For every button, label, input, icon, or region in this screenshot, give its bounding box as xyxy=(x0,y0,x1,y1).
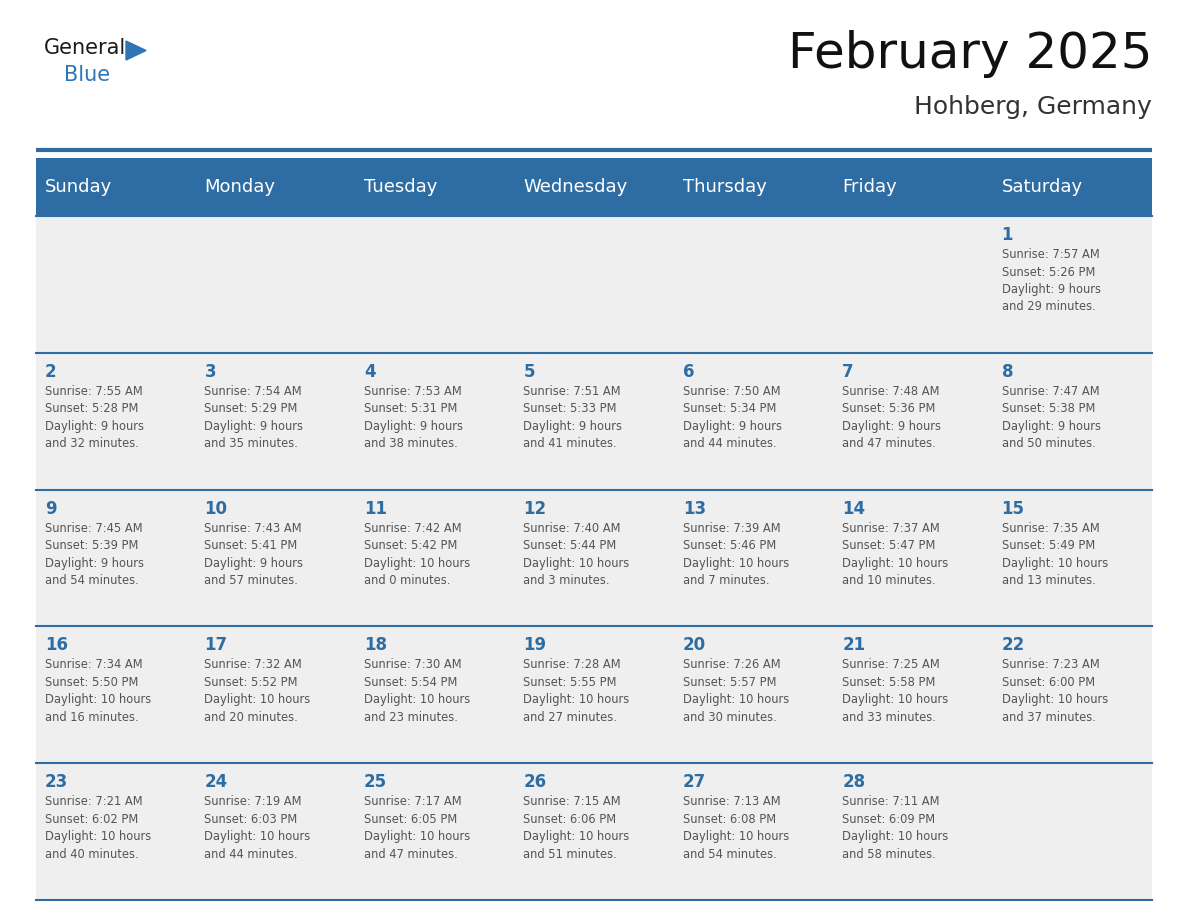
Text: Sunrise: 7:40 AM
Sunset: 5:44 PM
Daylight: 10 hours
and 3 minutes.: Sunrise: 7:40 AM Sunset: 5:44 PM Dayligh… xyxy=(523,521,630,588)
Text: 7: 7 xyxy=(842,363,854,381)
Text: 28: 28 xyxy=(842,773,865,791)
Text: 12: 12 xyxy=(523,499,546,518)
Text: Monday: Monday xyxy=(204,178,276,196)
Text: Sunrise: 7:23 AM
Sunset: 6:00 PM
Daylight: 10 hours
and 37 minutes.: Sunrise: 7:23 AM Sunset: 6:00 PM Dayligh… xyxy=(1001,658,1108,724)
Text: 10: 10 xyxy=(204,499,227,518)
Text: 3: 3 xyxy=(204,363,216,381)
Text: Sunrise: 7:54 AM
Sunset: 5:29 PM
Daylight: 9 hours
and 35 minutes.: Sunrise: 7:54 AM Sunset: 5:29 PM Dayligh… xyxy=(204,385,303,451)
Text: 24: 24 xyxy=(204,773,228,791)
Text: Sunrise: 7:11 AM
Sunset: 6:09 PM
Daylight: 10 hours
and 58 minutes.: Sunrise: 7:11 AM Sunset: 6:09 PM Dayligh… xyxy=(842,795,948,861)
Text: Sunrise: 7:42 AM
Sunset: 5:42 PM
Daylight: 10 hours
and 0 minutes.: Sunrise: 7:42 AM Sunset: 5:42 PM Dayligh… xyxy=(364,521,470,588)
Text: 20: 20 xyxy=(683,636,706,655)
Text: General: General xyxy=(44,38,126,58)
Text: Sunrise: 7:57 AM
Sunset: 5:26 PM
Daylight: 9 hours
and 29 minutes.: Sunrise: 7:57 AM Sunset: 5:26 PM Dayligh… xyxy=(1001,248,1100,314)
Text: 11: 11 xyxy=(364,499,387,518)
Text: 6: 6 xyxy=(683,363,694,381)
Text: Sunrise: 7:21 AM
Sunset: 6:02 PM
Daylight: 10 hours
and 40 minutes.: Sunrise: 7:21 AM Sunset: 6:02 PM Dayligh… xyxy=(45,795,151,861)
Text: Tuesday: Tuesday xyxy=(364,178,437,196)
Polygon shape xyxy=(126,41,146,60)
Text: 2: 2 xyxy=(45,363,57,381)
Text: Sunrise: 7:39 AM
Sunset: 5:46 PM
Daylight: 10 hours
and 7 minutes.: Sunrise: 7:39 AM Sunset: 5:46 PM Dayligh… xyxy=(683,521,789,588)
Text: Sunrise: 7:51 AM
Sunset: 5:33 PM
Daylight: 9 hours
and 41 minutes.: Sunrise: 7:51 AM Sunset: 5:33 PM Dayligh… xyxy=(523,385,623,451)
Text: 18: 18 xyxy=(364,636,387,655)
Text: 1: 1 xyxy=(1001,226,1013,244)
Text: 22: 22 xyxy=(1001,636,1025,655)
Text: 14: 14 xyxy=(842,499,865,518)
Text: 27: 27 xyxy=(683,773,706,791)
Text: Sunday: Sunday xyxy=(45,178,112,196)
Text: Sunrise: 7:50 AM
Sunset: 5:34 PM
Daylight: 9 hours
and 44 minutes.: Sunrise: 7:50 AM Sunset: 5:34 PM Dayligh… xyxy=(683,385,782,451)
Text: Sunrise: 7:17 AM
Sunset: 6:05 PM
Daylight: 10 hours
and 47 minutes.: Sunrise: 7:17 AM Sunset: 6:05 PM Dayligh… xyxy=(364,795,470,861)
Text: 19: 19 xyxy=(523,636,546,655)
Text: 26: 26 xyxy=(523,773,546,791)
Text: Hohberg, Germany: Hohberg, Germany xyxy=(915,95,1152,119)
Text: 8: 8 xyxy=(1001,363,1013,381)
Text: February 2025: February 2025 xyxy=(788,30,1152,78)
Text: Sunrise: 7:19 AM
Sunset: 6:03 PM
Daylight: 10 hours
and 44 minutes.: Sunrise: 7:19 AM Sunset: 6:03 PM Dayligh… xyxy=(204,795,311,861)
Text: Sunrise: 7:13 AM
Sunset: 6:08 PM
Daylight: 10 hours
and 54 minutes.: Sunrise: 7:13 AM Sunset: 6:08 PM Dayligh… xyxy=(683,795,789,861)
Text: Saturday: Saturday xyxy=(1001,178,1082,196)
Text: Sunrise: 7:15 AM
Sunset: 6:06 PM
Daylight: 10 hours
and 51 minutes.: Sunrise: 7:15 AM Sunset: 6:06 PM Dayligh… xyxy=(523,795,630,861)
Text: 21: 21 xyxy=(842,636,865,655)
Text: Sunrise: 7:34 AM
Sunset: 5:50 PM
Daylight: 10 hours
and 16 minutes.: Sunrise: 7:34 AM Sunset: 5:50 PM Dayligh… xyxy=(45,658,151,724)
Text: Sunrise: 7:37 AM
Sunset: 5:47 PM
Daylight: 10 hours
and 10 minutes.: Sunrise: 7:37 AM Sunset: 5:47 PM Dayligh… xyxy=(842,521,948,588)
Text: Sunrise: 7:30 AM
Sunset: 5:54 PM
Daylight: 10 hours
and 23 minutes.: Sunrise: 7:30 AM Sunset: 5:54 PM Dayligh… xyxy=(364,658,470,724)
Text: Sunrise: 7:28 AM
Sunset: 5:55 PM
Daylight: 10 hours
and 27 minutes.: Sunrise: 7:28 AM Sunset: 5:55 PM Dayligh… xyxy=(523,658,630,724)
Text: 9: 9 xyxy=(45,499,57,518)
Bar xyxy=(36,626,1152,763)
Text: Sunrise: 7:35 AM
Sunset: 5:49 PM
Daylight: 10 hours
and 13 minutes.: Sunrise: 7:35 AM Sunset: 5:49 PM Dayligh… xyxy=(1001,521,1108,588)
Text: Sunrise: 7:43 AM
Sunset: 5:41 PM
Daylight: 9 hours
and 57 minutes.: Sunrise: 7:43 AM Sunset: 5:41 PM Dayligh… xyxy=(204,521,303,588)
Text: Sunrise: 7:53 AM
Sunset: 5:31 PM
Daylight: 9 hours
and 38 minutes.: Sunrise: 7:53 AM Sunset: 5:31 PM Dayligh… xyxy=(364,385,463,451)
Text: 17: 17 xyxy=(204,636,228,655)
Text: Sunrise: 7:26 AM
Sunset: 5:57 PM
Daylight: 10 hours
and 30 minutes.: Sunrise: 7:26 AM Sunset: 5:57 PM Dayligh… xyxy=(683,658,789,724)
Text: Sunrise: 7:47 AM
Sunset: 5:38 PM
Daylight: 9 hours
and 50 minutes.: Sunrise: 7:47 AM Sunset: 5:38 PM Dayligh… xyxy=(1001,385,1100,451)
Bar xyxy=(36,353,1152,489)
Text: Sunrise: 7:25 AM
Sunset: 5:58 PM
Daylight: 10 hours
and 33 minutes.: Sunrise: 7:25 AM Sunset: 5:58 PM Dayligh… xyxy=(842,658,948,724)
Bar xyxy=(36,489,1152,626)
Text: Wednesday: Wednesday xyxy=(523,178,627,196)
Text: Blue: Blue xyxy=(64,65,110,85)
Bar xyxy=(36,158,1152,216)
Bar xyxy=(36,216,1152,353)
Bar xyxy=(36,763,1152,900)
Text: Sunrise: 7:45 AM
Sunset: 5:39 PM
Daylight: 9 hours
and 54 minutes.: Sunrise: 7:45 AM Sunset: 5:39 PM Dayligh… xyxy=(45,521,144,588)
Text: 25: 25 xyxy=(364,773,387,791)
Text: 16: 16 xyxy=(45,636,68,655)
Text: Thursday: Thursday xyxy=(683,178,766,196)
Text: Friday: Friday xyxy=(842,178,897,196)
Text: 4: 4 xyxy=(364,363,375,381)
Text: 15: 15 xyxy=(1001,499,1024,518)
Text: 13: 13 xyxy=(683,499,706,518)
Text: Sunrise: 7:48 AM
Sunset: 5:36 PM
Daylight: 9 hours
and 47 minutes.: Sunrise: 7:48 AM Sunset: 5:36 PM Dayligh… xyxy=(842,385,941,451)
Text: 23: 23 xyxy=(45,773,68,791)
Text: Sunrise: 7:55 AM
Sunset: 5:28 PM
Daylight: 9 hours
and 32 minutes.: Sunrise: 7:55 AM Sunset: 5:28 PM Dayligh… xyxy=(45,385,144,451)
Text: Sunrise: 7:32 AM
Sunset: 5:52 PM
Daylight: 10 hours
and 20 minutes.: Sunrise: 7:32 AM Sunset: 5:52 PM Dayligh… xyxy=(204,658,311,724)
Text: 5: 5 xyxy=(523,363,535,381)
